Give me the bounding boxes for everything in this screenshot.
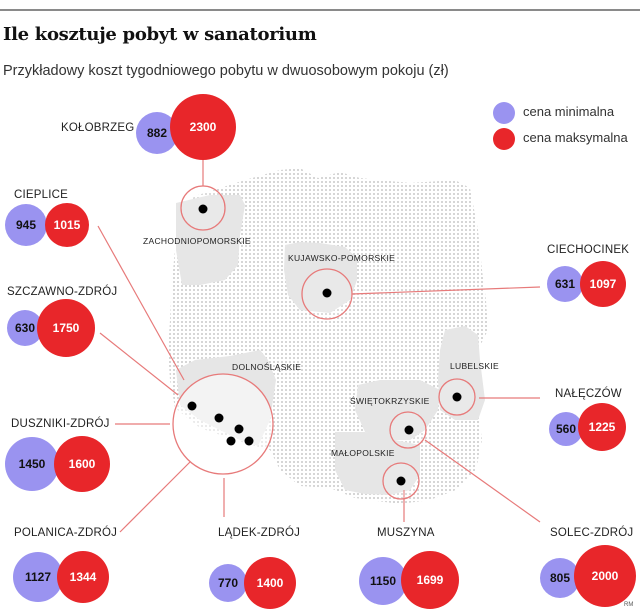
legend-min-swatch [493, 102, 515, 124]
resort-label-ciechocinek: CIECHOCINEK [547, 244, 630, 256]
top-rule [0, 9, 640, 11]
bubble-min-naleczow: 560 [549, 412, 583, 446]
resort-label-cieplice: CIEPLICE [14, 189, 69, 201]
bubble-min-duszniki: 1450 [5, 437, 59, 491]
resort-label-naleczow: NAŁĘCZÓW [555, 388, 622, 400]
region-label-swietokrzyskie: ŚWIĘTOKRZYSKIE [350, 396, 430, 406]
bubble-max-ladek: 1400 [244, 557, 296, 609]
bubble-min-cieplice: 945 [5, 204, 47, 246]
resort-label-ladek: LĄDEK-ZDRÓJ [218, 527, 301, 539]
bubble-max-ciechocinek: 1097 [580, 261, 626, 307]
legend-max-label: cena maksymalna [523, 130, 628, 145]
resort-label-solec: SOLEC-ZDRÓJ [550, 527, 634, 539]
region-label-kujawsko-pomorskie: KUJAWSKO-POMORSKIE [288, 253, 396, 263]
bubble-min-ladek: 770 [209, 564, 247, 602]
bubble-max-szczawno: 1750 [37, 299, 95, 357]
legend-min-label: cena minimalna [523, 104, 615, 119]
bubble-max-cieplice: 1015 [45, 203, 89, 247]
bubble-max-naleczow: 1225 [578, 403, 626, 451]
resort-label-muszyna: MUSZYNA [377, 527, 435, 539]
legend-max-swatch [493, 128, 515, 150]
bubble-min-polanica: 1127 [13, 552, 63, 602]
chart-title: Ile kosztuje pobyt w sanatorium [3, 24, 317, 45]
bubble-min-solec: 805 [540, 558, 580, 598]
resort-label-szczawno: SZCZAWNO-ZDRÓJ [7, 286, 118, 298]
chart-subtitle: Przykładowy koszt tygodniowego pobytu w … [3, 63, 449, 79]
region-zachodniopomorskie [176, 195, 245, 285]
region-label-malopolskie: MAŁOPOLSKIE [331, 448, 395, 458]
region-label-dolnoslaskie: DOLNOŚLĄSKIE [232, 362, 302, 372]
bubble-max-solec: 2000 [574, 545, 636, 607]
region-swietokrzyskie [355, 380, 440, 440]
bubble-max-kolobrzeg: 2300 [170, 94, 236, 160]
bubble-max-muszyna: 1699 [401, 551, 459, 609]
ring-dolnoslaskie [172, 373, 274, 475]
credit: RM [624, 602, 634, 608]
bubble-min-ciechocinek: 631 [547, 266, 583, 302]
resort-label-polanica: POLANICA-ZDRÓJ [14, 527, 118, 539]
bubble-min-muszyna: 1150 [359, 557, 407, 605]
region-label-lubelskie: LUBELSKIE [450, 361, 500, 371]
resort-label-duszniki: DUSZNIKI-ZDRÓJ [11, 418, 110, 430]
resort-label-kolobrzeg: KOŁOBRZEG [61, 122, 135, 134]
bubble-max-polanica: 1344 [57, 551, 109, 603]
region-lubelskie [438, 326, 485, 420]
region-label-zachodniopomorskie: ZACHODNIOPOMORSKIE [143, 236, 251, 246]
bubble-max-duszniki: 1600 [54, 436, 110, 492]
